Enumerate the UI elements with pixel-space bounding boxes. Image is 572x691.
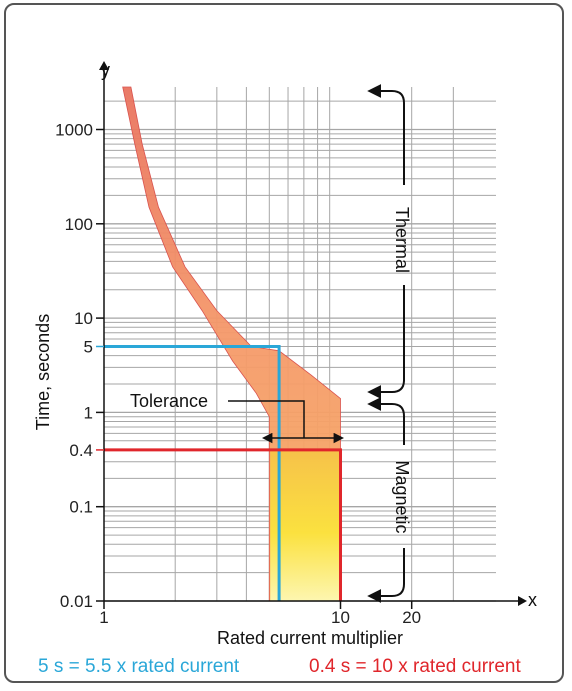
marker-line-red <box>104 448 342 601</box>
magnetic-bracket-top <box>367 397 405 445</box>
x-tick-label: 1 <box>99 608 108 627</box>
y-axis-arrow <box>99 61 109 70</box>
tick-labels: 0.01 0.1 0.4 1 5 10 100 1000 1 10 20 <box>55 121 421 628</box>
y-tick-label: 10 <box>74 309 93 328</box>
tolerance-band-layer <box>122 86 341 602</box>
y-tick-label: 0.1 <box>69 498 93 517</box>
x-tick-label: 20 <box>402 608 421 627</box>
marker-line-blue <box>104 344 281 601</box>
caption-red: 0.4 s = 10 x rated current <box>309 656 521 677</box>
magnetic-label: Magnetic <box>392 460 412 533</box>
axes <box>99 61 527 606</box>
tolerance-label: Tolerance <box>130 391 208 411</box>
x-tick-label: 10 <box>331 608 350 627</box>
yellow-fill-overlay <box>270 449 341 601</box>
thermal-bracket-bottom <box>367 285 405 399</box>
y-axis-label: Time, seconds <box>33 314 53 430</box>
y-tick-label: 0.01 <box>60 592 93 611</box>
magnetic-bracket-bottom <box>367 548 405 603</box>
tolerance-leader <box>228 400 305 438</box>
y-tick-label: 1000 <box>55 121 93 140</box>
x-axis-arrow <box>518 596 527 606</box>
caption-blue: 5 s = 5.5 x rated current <box>38 656 240 677</box>
y-tick-label: 5 <box>84 337 93 356</box>
y-tick-label: 0.4 <box>69 441 93 460</box>
thermal-bracket-top <box>367 84 405 185</box>
x-axis-label: Rated current multiplier <box>217 628 403 648</box>
y-tick-label: 100 <box>65 215 93 234</box>
annotations: Tolerance Thermal Magnetic <box>130 84 412 603</box>
marker-lines-layer <box>104 344 342 601</box>
y-tick-label: 1 <box>84 403 93 422</box>
x-axis-letter: x <box>528 590 537 610</box>
y-axis-letter: y <box>101 60 110 80</box>
thermal-label: Thermal <box>392 207 412 273</box>
